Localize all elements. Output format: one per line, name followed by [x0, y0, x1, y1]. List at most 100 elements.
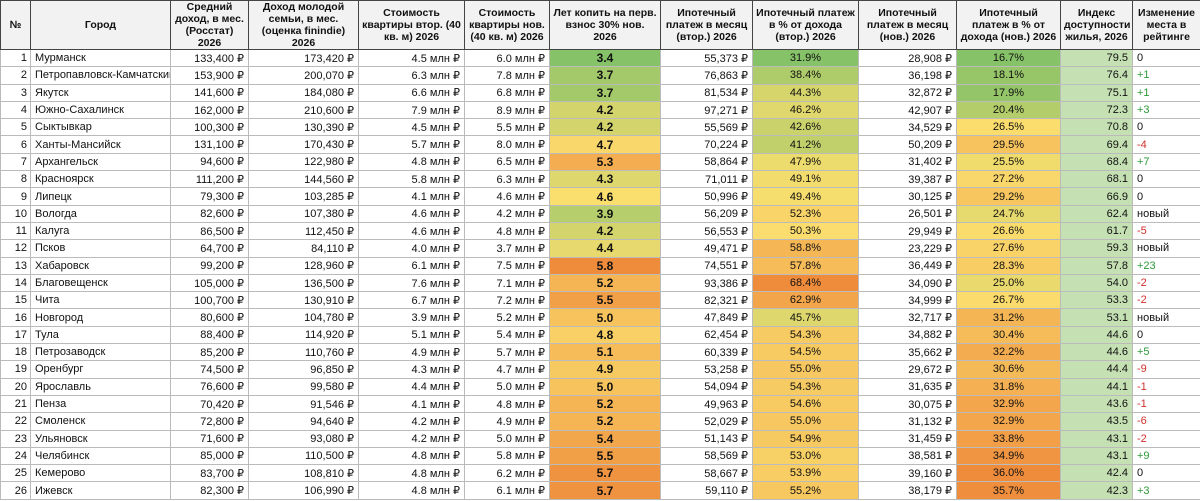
rank-cell: 4 — [0, 100, 31, 120]
price-secondary-cell: 4.1 млн ₽ — [358, 187, 465, 206]
payment-new-cell: 34,999 ₽ — [858, 291, 957, 310]
price-new-cell: 7.8 млн ₽ — [464, 66, 550, 85]
payment-secondary-cell: 55,373 ₽ — [660, 48, 753, 68]
table-row: 20 Ярославль 76,600 ₽99,580 ₽4.4 млн ₽5.0 … — [0, 377, 1200, 396]
table-row: 21 Пенза 70,420 ₽91,546 ₽4.1 млн ₽4.8 млн … — [0, 394, 1200, 414]
share-new-cell: 26.6% — [956, 221, 1061, 241]
share-secondary-cell: 44.3% — [752, 83, 859, 102]
payment-new-cell: 31,459 ₽ — [858, 429, 957, 448]
avg-income-cell: 162,000 ₽ — [170, 100, 249, 120]
share-secondary-cell: 54.9% — [752, 429, 859, 448]
payment-new-cell: 32,872 ₽ — [858, 83, 957, 102]
price-new-cell: 5.2 млн ₽ — [464, 308, 550, 327]
avg-income-cell: 88,400 ₽ — [170, 325, 249, 345]
payment-secondary-cell: 49,963 ₽ — [660, 394, 753, 414]
years-saving-cell: 4.3 — [549, 170, 661, 189]
payment-secondary-cell: 74,551 ₽ — [660, 256, 753, 275]
rank-change-cell: -1 — [1132, 394, 1200, 414]
family-income-cell: 128,960 ₽ — [248, 256, 359, 275]
avg-income-cell: 82,600 ₽ — [170, 204, 249, 223]
years-saving-cell: 5.3 — [549, 152, 661, 172]
payment-new-cell: 23,229 ₽ — [858, 239, 957, 258]
index-cell: 66.9 — [1060, 187, 1133, 206]
price-new-cell: 6.0 млн ₽ — [464, 48, 550, 68]
share-secondary-cell: 53.9% — [752, 464, 859, 483]
share-new-cell: 35.7% — [956, 481, 1061, 500]
avg-income-cell: 70,420 ₽ — [170, 394, 249, 414]
family-income-cell: 114,920 ₽ — [248, 325, 359, 345]
index-cell: 68.4 — [1060, 152, 1133, 172]
column-header: Ипотечный платеж в % от дохода (нов.) 20… — [956, 0, 1061, 50]
rank-cell: 21 — [0, 394, 31, 414]
share-new-cell: 31.8% — [956, 377, 1061, 396]
index-cell: 69.4 — [1060, 135, 1133, 154]
city-cell: Челябинск — [30, 446, 171, 466]
rank-cell: 7 — [0, 152, 31, 172]
index-cell: 76.4 — [1060, 66, 1133, 85]
city-cell: Архангельск — [30, 152, 171, 172]
city-cell: Мурманск — [30, 48, 171, 68]
payment-new-cell: 31,132 ₽ — [858, 412, 957, 431]
city-cell: Ханты-Мансийск — [30, 135, 171, 154]
rank-cell: 19 — [0, 360, 31, 379]
city-cell: Оренбург — [30, 360, 171, 379]
city-cell: Петрозаводск — [30, 343, 171, 362]
payment-secondary-cell: 49,471 ₽ — [660, 239, 753, 258]
rank-cell: 5 — [0, 118, 31, 137]
city-cell: Пенза — [30, 394, 171, 414]
price-secondary-cell: 6.6 млн ₽ — [358, 83, 465, 102]
city-cell: Чита — [30, 291, 171, 310]
family-income-cell: 94,640 ₽ — [248, 412, 359, 431]
share-secondary-cell: 54.3% — [752, 377, 859, 396]
rank-cell: 17 — [0, 325, 31, 345]
rank-change-cell: 0 — [1132, 187, 1200, 206]
rank-change-cell: 0 — [1132, 464, 1200, 483]
rank-change-cell: 0 — [1132, 170, 1200, 189]
rank-change-cell: -2 — [1132, 273, 1200, 293]
share-new-cell: 27.2% — [956, 170, 1061, 189]
price-new-cell: 5.5 млн ₽ — [464, 118, 550, 137]
avg-income-cell: 111,200 ₽ — [170, 170, 249, 189]
share-new-cell: 24.7% — [956, 204, 1061, 223]
share-new-cell: 26.7% — [956, 291, 1061, 310]
rank-cell: 16 — [0, 308, 31, 327]
family-income-cell: 91,546 ₽ — [248, 394, 359, 414]
avg-income-cell: 80,600 ₽ — [170, 308, 249, 327]
payment-secondary-cell: 56,209 ₽ — [660, 204, 753, 223]
city-cell: Якутск — [30, 83, 171, 102]
share-new-cell: 32.9% — [956, 394, 1061, 414]
price-new-cell: 5.0 млн ₽ — [464, 377, 550, 396]
table-row: 10 Вологда 82,600 ₽107,380 ₽4.6 млн ₽4.2 м… — [0, 204, 1200, 223]
rank-cell: 1 — [0, 48, 31, 68]
rank-change-cell: -5 — [1132, 221, 1200, 241]
share-new-cell: 30.4% — [956, 325, 1061, 345]
avg-income-cell: 100,700 ₽ — [170, 291, 249, 310]
rank-change-cell: -2 — [1132, 291, 1200, 310]
rank-change-cell: -4 — [1132, 135, 1200, 154]
price-new-cell: 4.8 млн ₽ — [464, 394, 550, 414]
avg-income-cell: 153,900 ₽ — [170, 66, 249, 85]
family-income-cell: 99,580 ₽ — [248, 377, 359, 396]
table-row: 6 Ханты-Мансийск 131,100 ₽170,430 ₽5.7 млн… — [0, 135, 1200, 154]
index-cell: 53.1 — [1060, 308, 1133, 327]
rank-change-cell: +3 — [1132, 481, 1200, 500]
avg-income-cell: 72,800 ₽ — [170, 412, 249, 431]
payment-secondary-cell: 81,534 ₽ — [660, 83, 753, 102]
payment-secondary-cell: 62,454 ₽ — [660, 325, 753, 345]
rank-cell: 22 — [0, 412, 31, 431]
share-new-cell: 26.5% — [956, 118, 1061, 137]
payment-secondary-cell: 56,553 ₽ — [660, 221, 753, 241]
index-cell: 42.4 — [1060, 464, 1133, 483]
rank-cell: 3 — [0, 83, 31, 102]
share-secondary-cell: 62.9% — [752, 291, 859, 310]
share-new-cell: 16.7% — [956, 48, 1061, 68]
rank-cell: 24 — [0, 446, 31, 466]
payment-new-cell: 30,125 ₽ — [858, 187, 957, 206]
price-secondary-cell: 6.1 млн ₽ — [358, 256, 465, 275]
rank-cell: 11 — [0, 221, 31, 241]
price-new-cell: 5.0 млн ₽ — [464, 429, 550, 448]
years-saving-cell: 4.8 — [549, 325, 661, 345]
share-secondary-cell: 55.0% — [752, 412, 859, 431]
years-saving-cell: 5.4 — [549, 429, 661, 448]
table-row: 17 Тула 88,400 ₽114,920 ₽5.1 млн ₽5.4 млн … — [0, 325, 1200, 345]
